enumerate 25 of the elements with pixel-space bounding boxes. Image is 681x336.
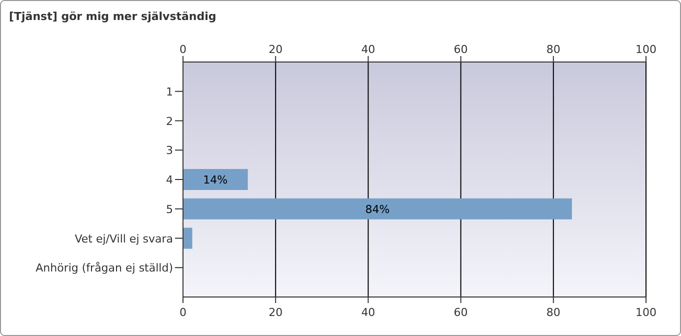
x-tick-label: 0 xyxy=(180,43,186,56)
x2-tick-label: 80 xyxy=(546,306,560,319)
x-tick-label: 100 xyxy=(636,43,656,56)
bar xyxy=(183,228,192,249)
data-label: 14% xyxy=(203,174,228,186)
x-tick-label: 80 xyxy=(546,43,560,56)
bar xyxy=(183,198,572,220)
x2-tick-label: 20 xyxy=(268,306,283,319)
x2-tick-label: 0 xyxy=(180,306,186,319)
y-tick-label: 4 xyxy=(166,174,173,186)
bar xyxy=(183,169,248,190)
x2-tick-label: 40 xyxy=(361,306,376,319)
x-tick-label: 40 xyxy=(361,43,376,56)
y-tick-label: 3 xyxy=(166,144,173,158)
y-tick-label: 1 xyxy=(166,85,173,98)
y-tick-label: Vet ej/Vill ej svara xyxy=(74,232,173,246)
y-tick-label: 5 xyxy=(166,202,173,216)
chart-title: [Tjänst] gör mig mer självständig xyxy=(9,10,216,23)
x2-tick-label: 60 xyxy=(454,306,468,319)
x-tick-label: 20 xyxy=(268,43,283,56)
x2-tick-label: 100 xyxy=(636,306,656,319)
y-tick-label: Anhörig (frågan ej ställd) xyxy=(36,262,173,275)
data-label: 84% xyxy=(365,202,390,216)
x-tick-label: 60 xyxy=(454,43,468,56)
y-tick-label: 2 xyxy=(166,114,173,128)
